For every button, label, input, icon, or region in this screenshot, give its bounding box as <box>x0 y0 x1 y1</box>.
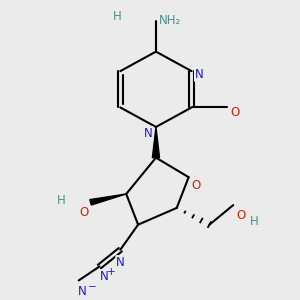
Text: O: O <box>230 106 239 119</box>
Text: O: O <box>80 206 89 219</box>
Polygon shape <box>152 127 160 158</box>
Text: H: H <box>56 194 65 207</box>
Polygon shape <box>90 194 126 205</box>
Text: N: N <box>116 256 125 269</box>
Text: NH₂: NH₂ <box>159 14 181 27</box>
Text: N: N <box>78 285 87 298</box>
Text: O: O <box>192 179 201 193</box>
Text: O: O <box>236 209 245 222</box>
Text: N: N <box>100 270 108 283</box>
Text: H: H <box>113 10 122 22</box>
Text: +: + <box>107 267 116 278</box>
Text: N: N <box>144 127 153 140</box>
Text: N: N <box>195 68 203 81</box>
Text: −: − <box>88 282 96 292</box>
Text: H: H <box>250 215 258 228</box>
